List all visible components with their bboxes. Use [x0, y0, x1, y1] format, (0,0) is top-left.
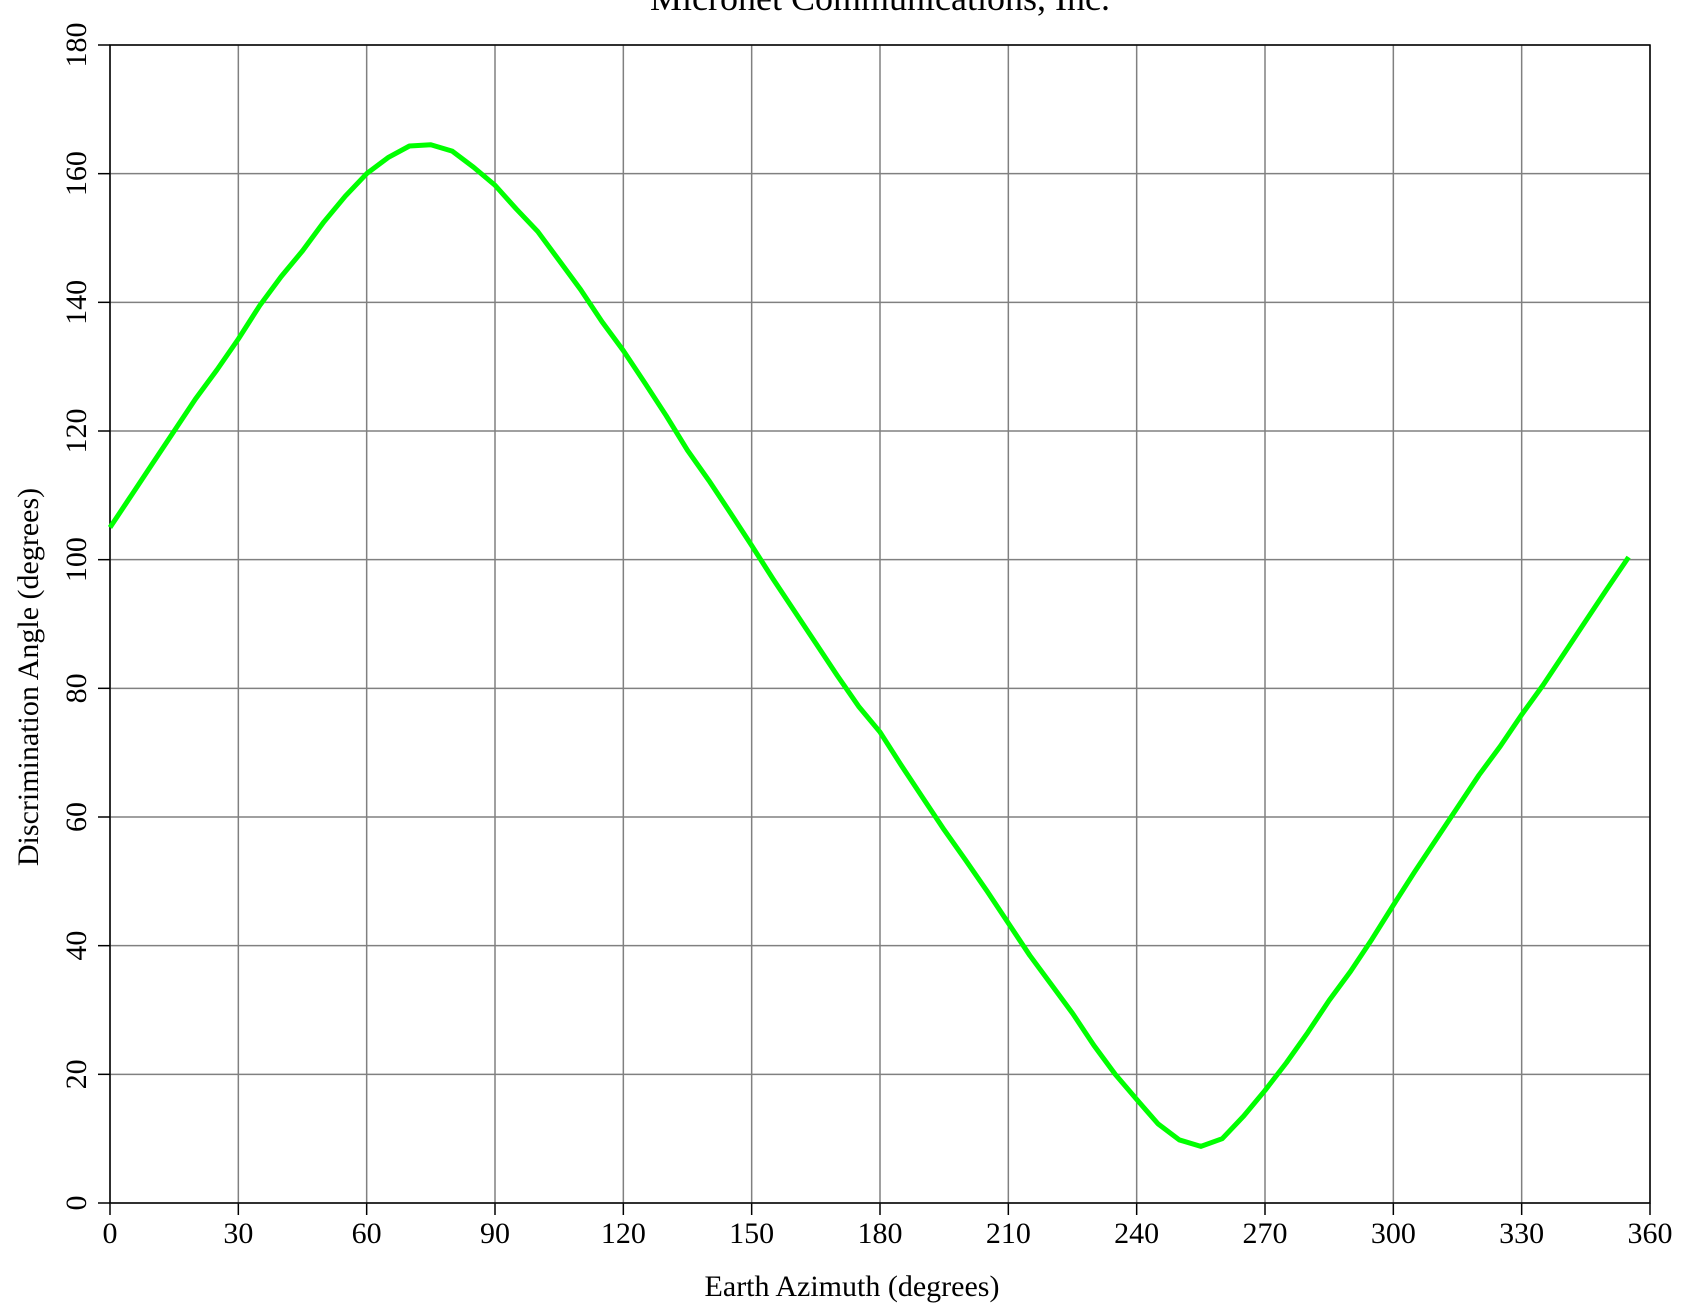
x-tick-label: 0	[103, 1217, 118, 1250]
x-tick-label: 120	[601, 1217, 646, 1250]
x-axis-label: Earth Azimuth (degrees)	[705, 1270, 1000, 1303]
y-tick-label: 140	[60, 280, 93, 325]
y-axis-label: Discrimination Angle (degrees)	[12, 488, 45, 866]
plot-frame	[109, 44, 1651, 1204]
x-tick-label: 270	[1243, 1217, 1288, 1250]
y-tick-label: 60	[60, 802, 93, 832]
y-tick-label: 80	[60, 673, 93, 703]
chart-title: Micronet Communications, Inc.	[650, 0, 1110, 18]
x-tick-label: 210	[986, 1217, 1031, 1250]
x-tick-label: 90	[480, 1217, 510, 1250]
x-tick-label: 60	[352, 1217, 382, 1250]
x-tick-label: 180	[858, 1217, 903, 1250]
y-tick-label: 0	[60, 1196, 93, 1211]
y-tick-label: 20	[60, 1059, 93, 1089]
x-tick-label: 240	[1114, 1217, 1159, 1250]
x-tick-label: 330	[1499, 1217, 1544, 1250]
line-series	[107, 142, 1631, 1149]
x-tick-label: 300	[1371, 1217, 1416, 1250]
y-tick-label: 100	[60, 537, 93, 582]
x-tick-label: 30	[223, 1217, 253, 1250]
x-tick-label: 150	[729, 1217, 774, 1250]
y-tick-label: 160	[60, 151, 93, 196]
y-tick-label: 180	[60, 23, 93, 68]
x-tick-label: 360	[1628, 1217, 1673, 1250]
y-tick-label: 40	[60, 931, 93, 961]
y-tick-label: 120	[60, 409, 93, 454]
